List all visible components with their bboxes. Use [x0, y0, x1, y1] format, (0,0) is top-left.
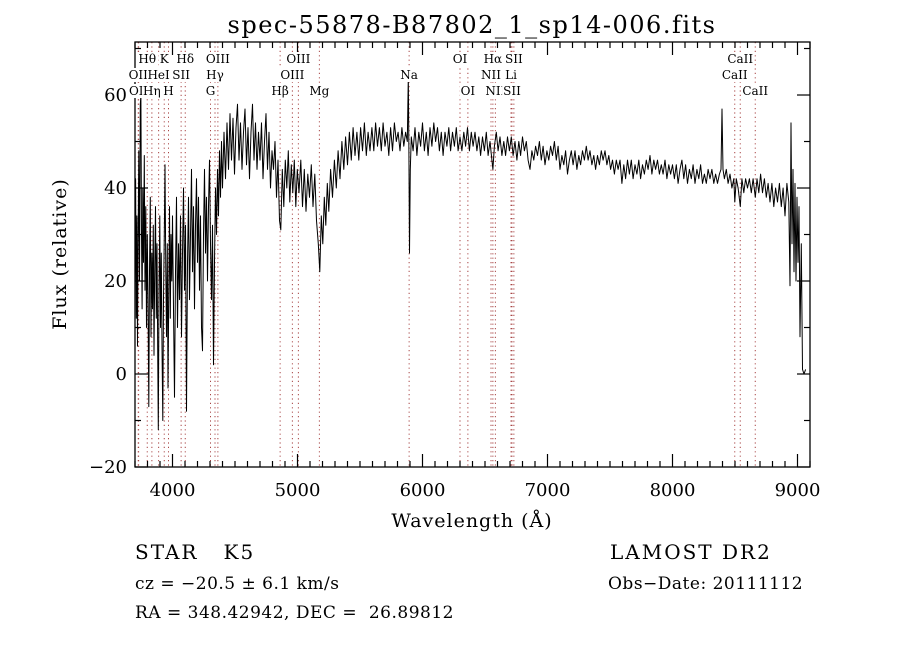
- spectral-line-label: CaII: [726, 52, 755, 66]
- y-tick-label: 60: [104, 85, 127, 106]
- spectral-line-label: CaII: [720, 68, 749, 82]
- plot-frame: [134, 41, 811, 468]
- spectral-line-label: OI: [451, 52, 469, 66]
- x-tick-label: 8000: [650, 480, 696, 501]
- page-title: spec-55878-B87802_1_sp14-006.fits: [227, 11, 717, 39]
- ra-dec-label: RA = 348.42942, DEC = 26.89812: [135, 603, 454, 623]
- obs-date-label: Obs−Date: 20111112: [608, 574, 804, 594]
- y-axis-label: Flux (relative): [49, 178, 71, 330]
- spectrum-trace: [134, 75, 807, 431]
- spectral-line-label: Hδ: [175, 52, 196, 66]
- object-class-label: STAR K5: [135, 540, 256, 564]
- spectral-line-label: Li: [504, 68, 518, 82]
- spectral-line-label: Hγ: [205, 68, 225, 82]
- x-tick-label: 4000: [150, 480, 196, 501]
- radial-velocity-label: cz = −20.5 ± 6.1 km/s: [135, 574, 340, 594]
- spectral-line-label: HeI: [146, 68, 171, 82]
- spectral-line-label: Hβ: [270, 84, 290, 98]
- y-tick-label: 20: [104, 271, 127, 292]
- x-tick-label: 9000: [775, 480, 821, 501]
- spectral-line-label: NII: [484, 84, 507, 98]
- x-tick-label: 5000: [275, 480, 321, 501]
- spectral-line-label: SII: [502, 84, 522, 98]
- spectral-line-label: OIII: [204, 52, 231, 66]
- spectral-line-label: SII: [504, 52, 524, 66]
- spectral-line-label: Hα: [482, 52, 504, 66]
- spectral-line-label: OII: [127, 68, 149, 82]
- spectral-line-label: Hθ: [137, 52, 158, 66]
- y-tick-label: −20: [89, 457, 127, 478]
- spectral-line-label: OIII: [279, 68, 306, 82]
- x-axis-label: Wavelength (Å): [391, 510, 553, 532]
- spectral-line-label: Na: [399, 68, 419, 82]
- y-tick-label: 0: [116, 364, 127, 385]
- spectral-line-label: CaII: [741, 84, 770, 98]
- y-tick-label: 40: [104, 178, 127, 199]
- survey-release-label: LAMOST DR2: [610, 540, 772, 564]
- spectral-line-label: OI: [459, 84, 477, 98]
- spectral-line-label: H: [162, 84, 175, 98]
- spectral-line-label: Hη: [142, 84, 162, 98]
- spectral-line-label: Mg: [308, 84, 331, 98]
- spectral-line-label: NII: [480, 68, 502, 82]
- spectral-line-label: K: [158, 52, 170, 66]
- spectral-line-label: SII: [171, 68, 191, 82]
- x-tick-label: 6000: [400, 480, 446, 501]
- spectral-line-label: G: [204, 84, 217, 98]
- spectral-line-label: OIII: [285, 52, 312, 66]
- x-tick-label: 7000: [525, 480, 571, 501]
